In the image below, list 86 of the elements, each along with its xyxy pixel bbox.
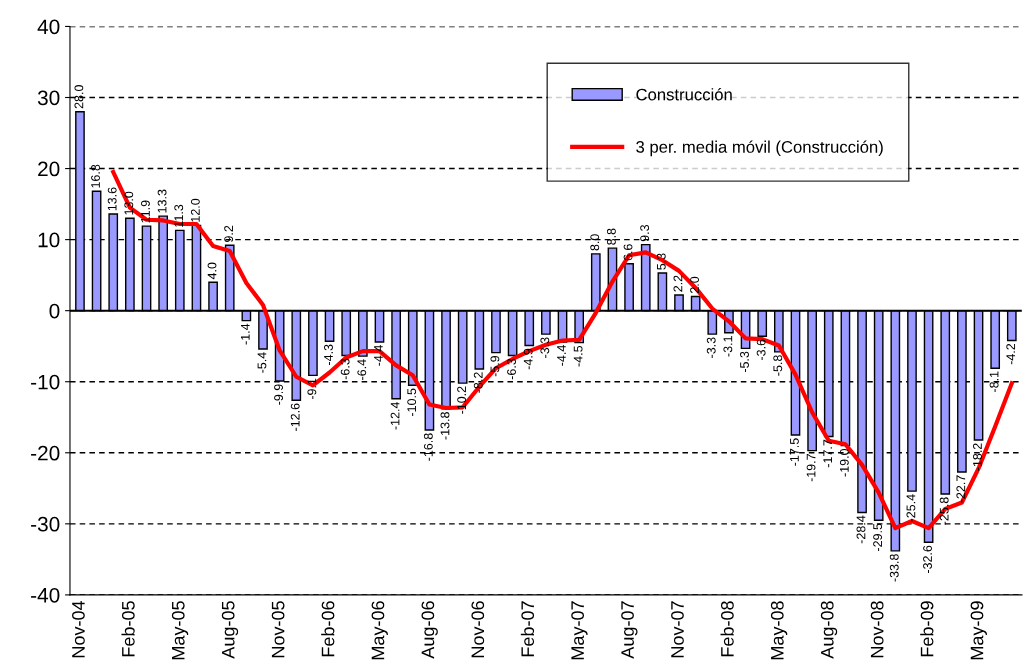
y-tick-label: -20 [31,445,60,461]
data-label: -19.7 [806,454,816,482]
y-tick-label: 0 [49,303,60,319]
data-label: -4.5 [573,345,583,367]
data-label: -13.8 [440,412,450,440]
data-label: -4.4 [374,345,383,366]
x-tick-label: Feb-05 [121,601,135,657]
data-label: 4.0 [207,262,217,280]
data-label: -5.3 [740,351,749,373]
data-label: -4.3 [324,344,333,365]
y-tick-label: -40 [31,587,60,603]
data-label: 16.8 [91,164,100,188]
legend-label: 3 per. media móvil (Construcción) [636,140,883,157]
data-label: -10.5 [407,388,417,416]
data-label: -22.7 [956,475,966,503]
data-label: -12.6 [290,403,300,431]
data-label: -8.2 [473,372,483,393]
data-label: -9.1 [307,378,317,400]
data-label: -16.8 [423,433,433,461]
data-label: -3.3 [706,337,716,358]
data-label: -6.4 [357,359,367,380]
data-label: -10.2 [457,386,467,414]
data-label: 13.0 [124,191,134,215]
x-tick-label: Nov-06 [471,601,485,658]
x-tick-label: Nov-05 [271,601,285,658]
y-tick-label: 40 [37,19,60,35]
data-label: -25.4 [906,494,916,522]
x-tick-label: Nov-08 [870,601,884,658]
y-tick-label: 10 [38,232,60,248]
x-tick-label: Feb-09 [920,601,934,657]
x-tick-label: May-06 [371,601,388,660]
data-label: -4.2 [1006,343,1016,365]
data-label: 6.6 [623,244,633,261]
data-label: 2.0 [690,276,699,294]
data-label: -17.7 [823,439,832,468]
legend-label: Construcción [636,88,732,101]
x-tick-label: Aug-06 [421,601,438,659]
data-label: 8.8 [606,228,616,245]
data-label: -18.2 [973,443,982,471]
data-label: -25.8 [939,497,949,525]
x-tick-label: May-05 [171,601,189,660]
data-label: -3.3 [540,337,550,358]
data-label: -32.6 [923,545,932,574]
data-label: -5.8 [773,355,783,376]
data-label: 13.3 [157,189,167,213]
data-label: 9.3 [640,224,650,242]
x-tick-label: Feb-07 [520,601,535,657]
y-tick-label: -30 [31,516,60,532]
x-tick-label: Feb-08 [720,601,734,657]
data-label: -9.9 [274,384,283,405]
data-label: 11.3 [174,204,184,227]
data-label: -5.4 [257,352,267,373]
x-tick-label: Feb-06 [321,601,335,657]
data-label: -17.5 [790,438,799,466]
data-label: 2.2 [673,275,683,292]
data-label: -1.4 [240,323,250,345]
data-label: -3.6 [756,339,766,361]
data-label: 28.0 [74,85,84,109]
y-tick-label: 20 [38,161,60,177]
data-label: -6.3 [340,358,350,380]
data-label: 9.2 [224,225,234,242]
data-label: 11.9 [141,200,150,223]
x-tick-label: Aug-08 [820,601,838,659]
x-tick-label: Nov-07 [671,601,684,658]
data-label: -6.3 [507,358,516,380]
data-label: -5.9 [490,355,500,377]
x-tick-label: May-08 [770,601,788,660]
x-tick-label: Nov-04 [72,600,85,658]
data-label: 5.3 [656,253,666,270]
y-tick-label: -10 [31,374,60,390]
data-label: -19.0 [839,448,849,477]
data-label: -28.4 [856,515,866,544]
x-tick-label: Aug-05 [221,601,239,659]
x-tick-label: Aug-07 [621,601,638,659]
data-label: -29.5 [873,523,883,551]
data-label: -33.8 [889,554,899,582]
data-label: -4.4 [557,345,566,366]
data-label: 13.6 [107,187,117,211]
data-label: 12.0 [190,198,200,222]
y-tick-label: 30 [37,90,60,106]
x-tick-label: May-09 [970,601,987,660]
data-label: -8.1 [989,371,999,392]
data-label: -4.9 [523,348,533,370]
data-label: -3.1 [723,336,733,357]
data-label: -12.4 [390,401,400,430]
x-tick-label: May-07 [571,601,588,660]
